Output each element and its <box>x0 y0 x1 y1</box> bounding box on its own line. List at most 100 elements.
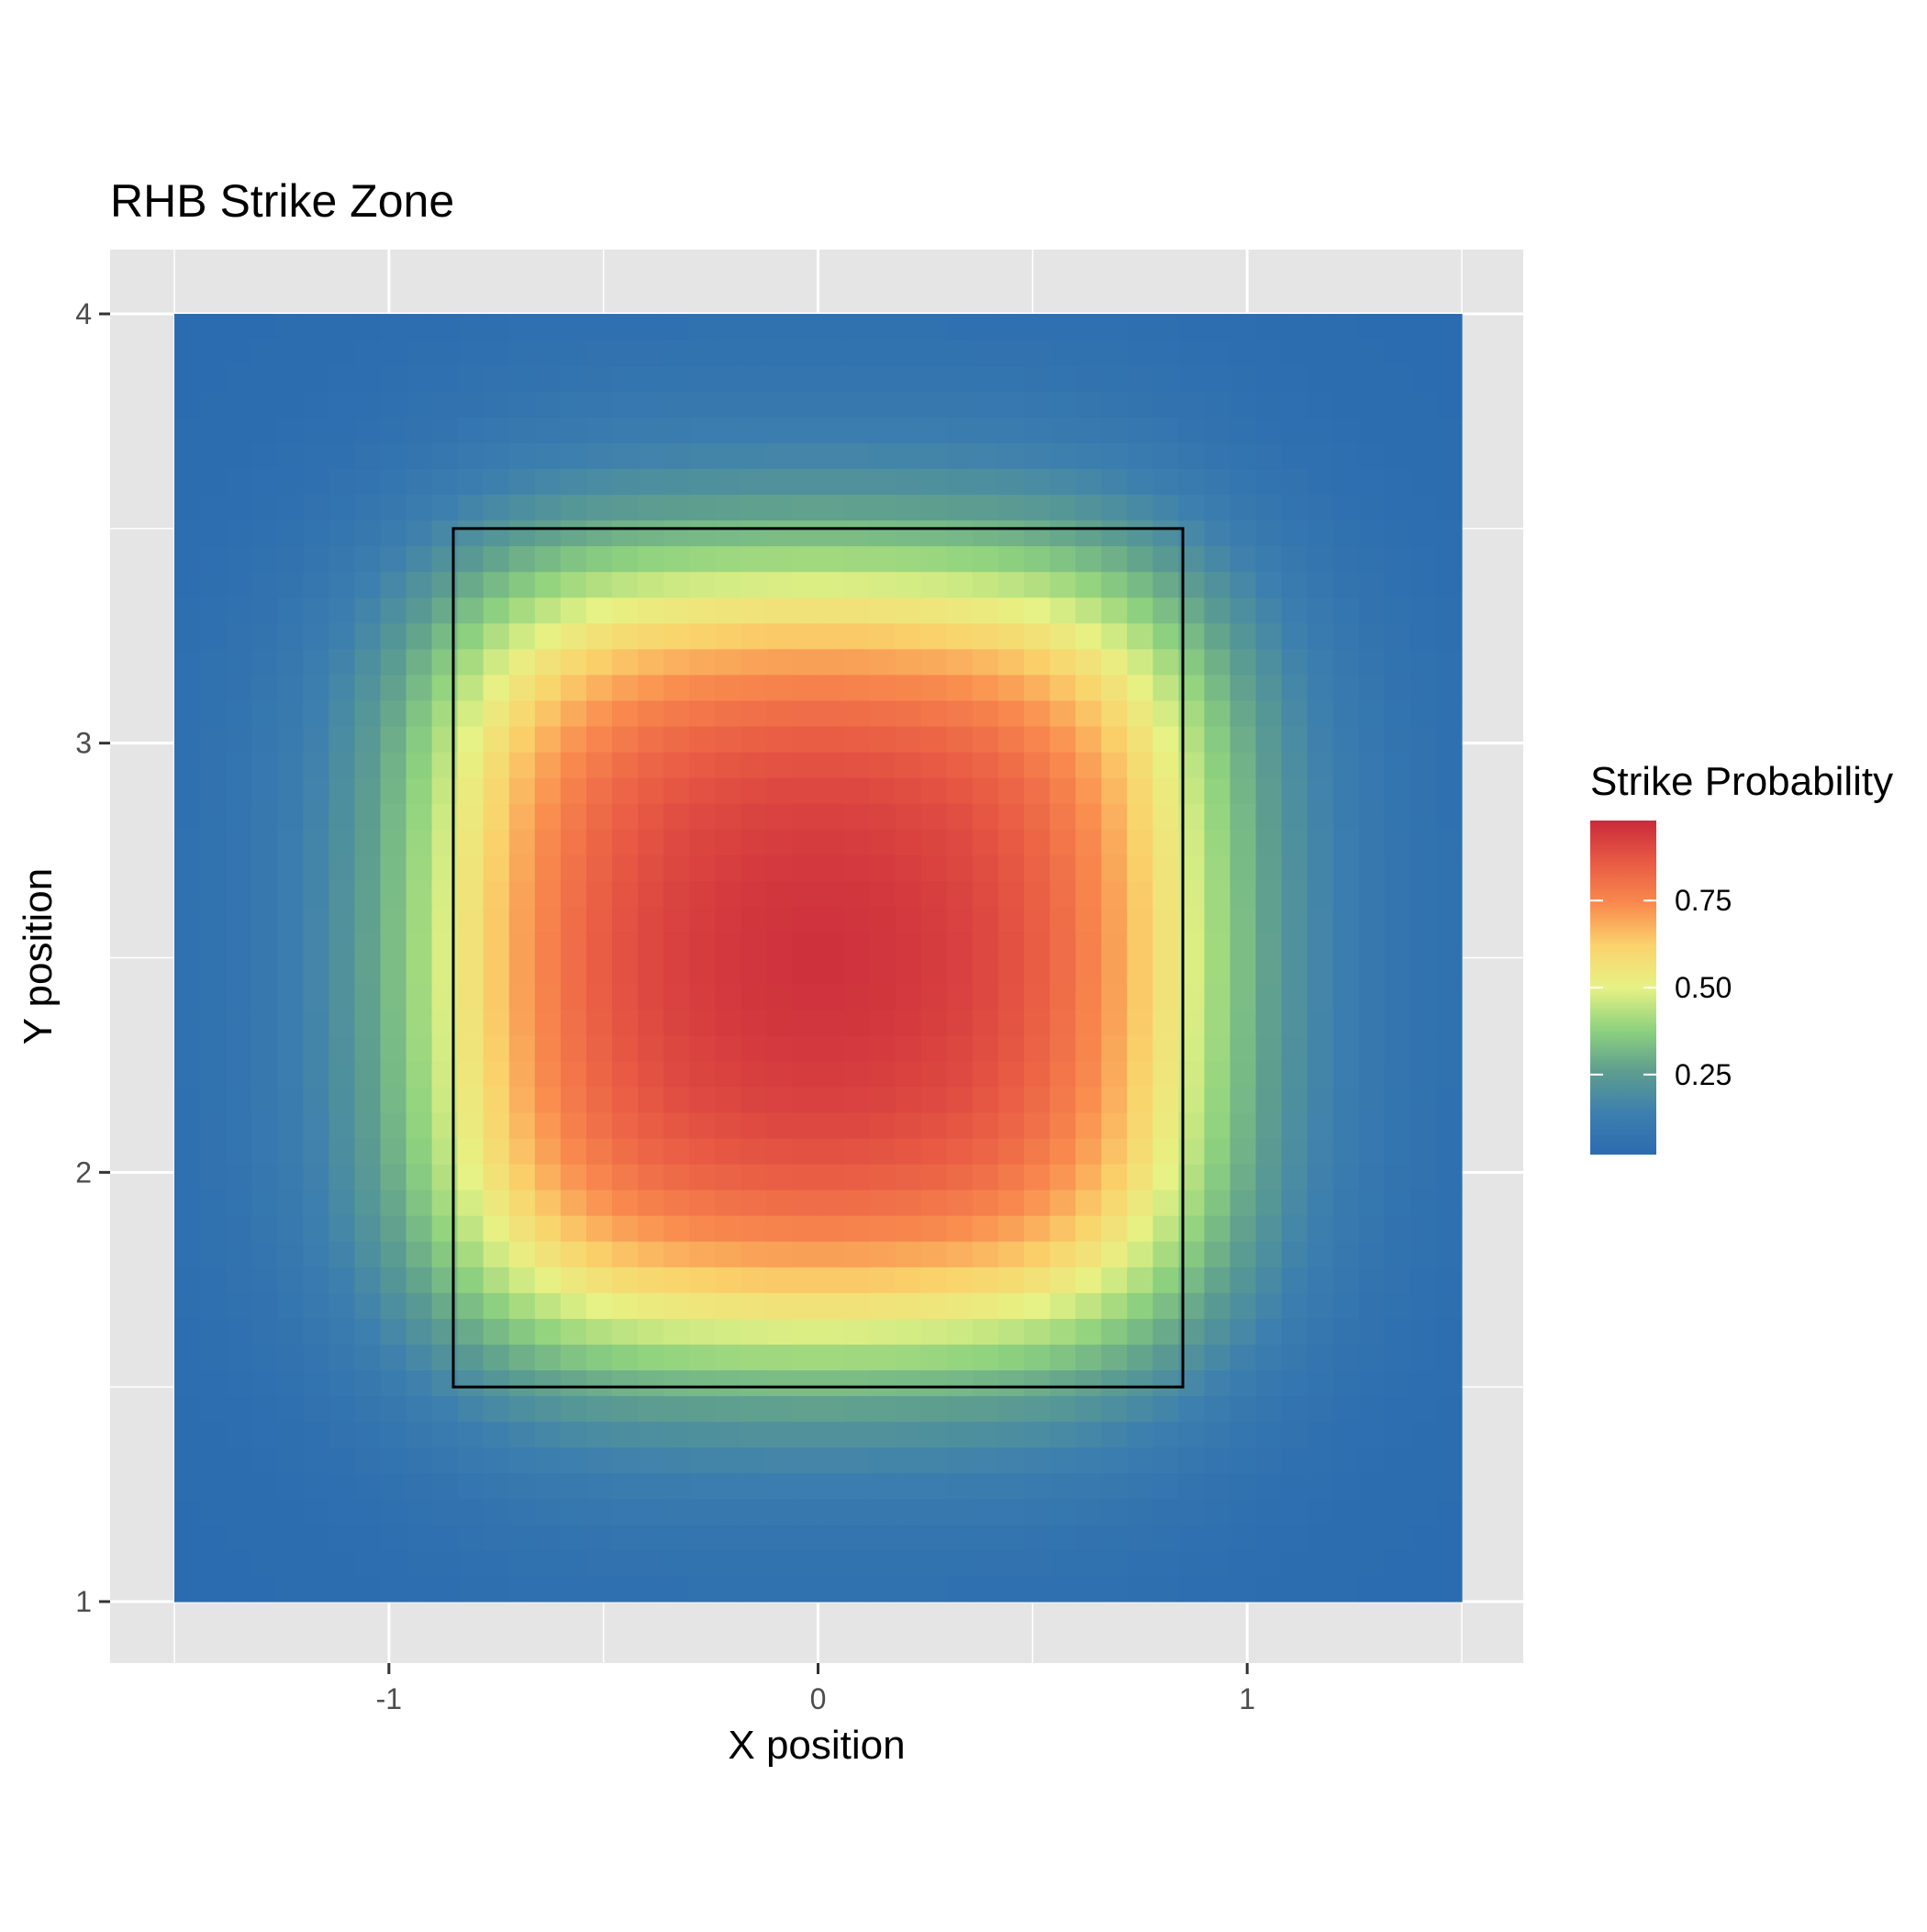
heatmap-tile <box>508 545 536 573</box>
heatmap-tile <box>1435 674 1463 701</box>
heatmap-tile <box>1255 983 1283 1011</box>
heatmap-tile <box>946 803 974 830</box>
heatmap-tile <box>303 1292 329 1319</box>
heatmap-tile <box>380 1549 407 1577</box>
heatmap-tile <box>431 340 459 366</box>
heatmap-tile <box>380 1086 407 1113</box>
heatmap-tile <box>354 1241 382 1268</box>
heatmap-tile <box>920 1137 948 1165</box>
heatmap-tile <box>766 725 794 753</box>
heatmap-tile <box>1255 880 1283 907</box>
heatmap-tile <box>689 725 716 753</box>
heatmap-tile <box>1050 777 1076 804</box>
heatmap-tile <box>303 752 329 778</box>
heatmap-tile <box>585 1189 613 1216</box>
heatmap-tile <box>174 1524 201 1551</box>
heatmap-tile <box>663 545 690 573</box>
heatmap-tile <box>920 1034 948 1062</box>
heatmap-tile <box>277 622 304 650</box>
heatmap-tile <box>869 1575 897 1603</box>
heatmap-tile <box>174 494 201 521</box>
heatmap-tile <box>612 1241 639 1268</box>
heatmap-tile <box>792 648 819 676</box>
heatmap-tile <box>766 1575 794 1603</box>
heatmap-tile <box>508 417 536 443</box>
heatmap-tile <box>277 1395 304 1423</box>
heatmap-tile <box>354 314 382 341</box>
heatmap-tile <box>251 1267 278 1293</box>
heatmap-tile <box>1127 1034 1153 1062</box>
heatmap-tile <box>1332 365 1360 392</box>
heatmap-tile <box>354 674 382 701</box>
heatmap-tile <box>741 391 767 418</box>
heatmap-tile <box>1281 1189 1309 1216</box>
heatmap-tile <box>946 1318 974 1345</box>
heatmap-tile <box>997 1498 1025 1525</box>
heatmap-tile <box>457 880 485 907</box>
heatmap-tile <box>1153 1034 1179 1062</box>
heatmap-tile <box>329 1189 356 1216</box>
heatmap-tile <box>1358 1292 1386 1319</box>
heatmap-tile <box>1281 1241 1309 1268</box>
heatmap-tile <box>997 1575 1025 1603</box>
heatmap-tile <box>251 1009 278 1036</box>
heatmap-tile <box>612 545 639 573</box>
heatmap-tile <box>946 417 974 443</box>
heatmap-tile <box>1101 854 1128 881</box>
heatmap-tile <box>508 365 536 392</box>
heatmap-tile <box>1050 622 1076 650</box>
heatmap-tile <box>1023 1034 1051 1062</box>
heatmap-tile <box>251 468 278 496</box>
heatmap-tile <box>1127 725 1153 753</box>
heatmap-tile <box>869 1369 897 1397</box>
heatmap-tile <box>174 1086 201 1113</box>
heatmap-tile <box>303 442 329 469</box>
heatmap-tile <box>508 957 536 985</box>
heatmap-tile <box>689 1137 716 1165</box>
heatmap-tile <box>1435 880 1463 907</box>
heatmap-tile <box>1230 391 1257 418</box>
heatmap-tile <box>1281 880 1309 907</box>
heatmap-tile <box>1204 365 1231 392</box>
heatmap-tile <box>560 1111 587 1139</box>
heatmap-tile <box>1230 1009 1257 1036</box>
heatmap-tile <box>997 1009 1025 1036</box>
heatmap-tile <box>1255 1549 1283 1577</box>
heatmap-tile <box>1255 391 1283 418</box>
heatmap-tile <box>329 906 356 933</box>
heatmap-tile <box>251 571 278 598</box>
heatmap-tile <box>946 1137 974 1165</box>
heatmap-tile <box>638 1292 664 1319</box>
heatmap-tile <box>715 494 741 521</box>
heatmap-tile <box>920 648 948 676</box>
heatmap-tile <box>1384 699 1411 727</box>
heatmap-tile <box>560 442 587 469</box>
heatmap-tile <box>1332 1086 1360 1113</box>
heatmap-tile <box>1153 1111 1179 1139</box>
heatmap-tile <box>663 1060 690 1088</box>
heatmap-tile <box>1075 1421 1102 1448</box>
heatmap-tile <box>741 468 767 496</box>
heatmap-tile <box>1204 1292 1231 1319</box>
heatmap-tile <box>534 1086 562 1113</box>
heatmap-tile <box>174 854 201 881</box>
heatmap-tile <box>380 957 407 985</box>
heatmap-tile <box>1435 1267 1463 1293</box>
heatmap-tile <box>1178 1524 1205 1551</box>
heatmap-tile <box>1153 1318 1179 1345</box>
heatmap-tile <box>1101 1267 1128 1293</box>
heatmap-tile <box>508 725 536 753</box>
heatmap-tile <box>946 519 974 547</box>
heatmap-tile <box>818 1215 845 1242</box>
heatmap-tile <box>920 442 948 469</box>
heatmap-tile <box>1023 932 1051 959</box>
heatmap-tile <box>200 597 227 624</box>
heatmap-tile <box>869 622 897 650</box>
heatmap-tile <box>1204 1034 1231 1062</box>
heatmap-tile <box>946 829 974 855</box>
heatmap-tile <box>1178 1498 1205 1525</box>
heatmap-tile <box>1101 1163 1128 1190</box>
heatmap-tile <box>689 1369 716 1397</box>
heatmap-tile <box>1384 1009 1411 1036</box>
heatmap-tile <box>1023 340 1051 366</box>
